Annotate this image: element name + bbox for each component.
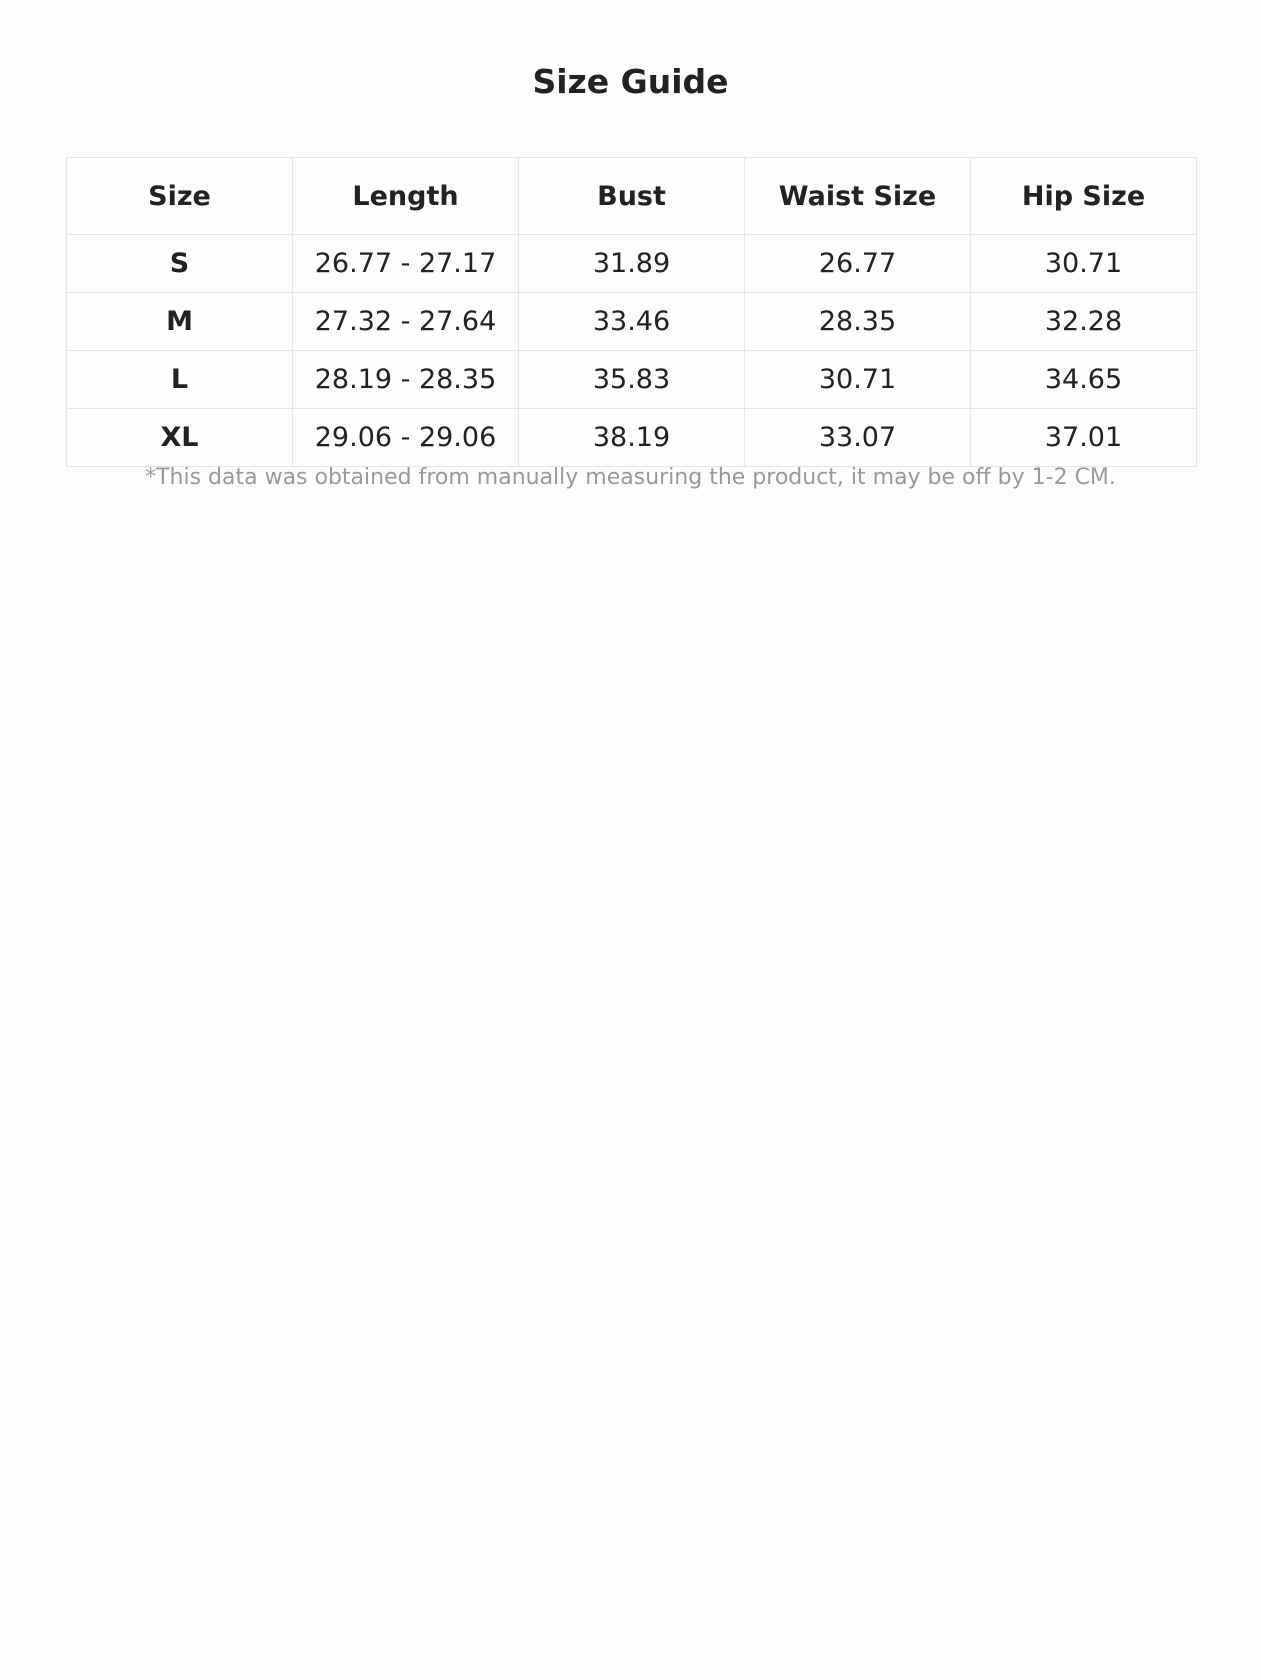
cell-bust: 31.89 [518, 234, 745, 293]
header-bust: Bust [518, 157, 745, 235]
cell-bust: 38.19 [518, 408, 745, 467]
size-table: Size Length Bust Waist Size Hip Size S 2… [66, 157, 1197, 467]
header-size: Size [66, 157, 293, 235]
header-hip: Hip Size [970, 157, 1197, 235]
cell-size: S [66, 234, 293, 293]
cell-hip: 30.71 [970, 234, 1197, 293]
table-row: M 27.32 - 27.64 33.46 28.35 32.28 [66, 292, 1197, 351]
header-length: Length [292, 157, 519, 235]
table-row: XL 29.06 - 29.06 38.19 33.07 37.01 [66, 408, 1197, 467]
cell-length: 28.19 - 28.35 [292, 350, 519, 409]
cell-size: XL [66, 408, 293, 467]
cell-bust: 35.83 [518, 350, 745, 409]
cell-waist: 26.77 [744, 234, 971, 293]
header-waist: Waist Size [744, 157, 971, 235]
cell-length: 29.06 - 29.06 [292, 408, 519, 467]
cell-bust: 33.46 [518, 292, 745, 351]
cell-hip: 37.01 [970, 408, 1197, 467]
cell-waist: 33.07 [744, 408, 971, 467]
cell-hip: 32.28 [970, 292, 1197, 351]
cell-waist: 28.35 [744, 292, 971, 351]
cell-size: L [66, 350, 293, 409]
page-title: Size Guide [532, 62, 729, 101]
cell-waist: 30.71 [744, 350, 971, 409]
cell-length: 26.77 - 27.17 [292, 234, 519, 293]
cell-size: M [66, 292, 293, 351]
measurement-disclaimer: *This data was obtained from manually me… [145, 465, 1116, 490]
table-row: S 26.77 - 27.17 31.89 26.77 30.71 [66, 234, 1197, 293]
table-row: L 28.19 - 28.35 35.83 30.71 34.65 [66, 350, 1197, 409]
cell-length: 27.32 - 27.64 [292, 292, 519, 351]
cell-hip: 34.65 [970, 350, 1197, 409]
table-header-row: Size Length Bust Waist Size Hip Size [66, 157, 1197, 235]
